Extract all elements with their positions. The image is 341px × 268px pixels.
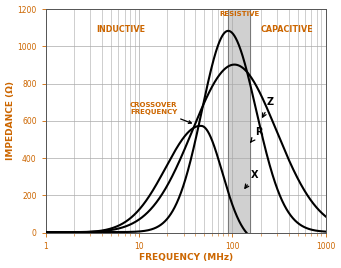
Text: CROSSOVER
FREQUENCY: CROSSOVER FREQUENCY: [130, 102, 191, 123]
Text: INDUCTIVE: INDUCTIVE: [97, 25, 146, 34]
Bar: [228, 9, 250, 233]
Text: RESISTIVE: RESISTIVE: [219, 11, 259, 17]
Text: X: X: [245, 170, 258, 188]
Text: Z: Z: [263, 97, 274, 117]
X-axis label: FREQUENCY (MHz): FREQUENCY (MHz): [139, 254, 233, 262]
Text: CAPACITIVE: CAPACITIVE: [261, 25, 313, 34]
Y-axis label: IMPEDANCE (Ω): IMPEDANCE (Ω): [5, 81, 15, 160]
Text: R: R: [251, 127, 263, 142]
